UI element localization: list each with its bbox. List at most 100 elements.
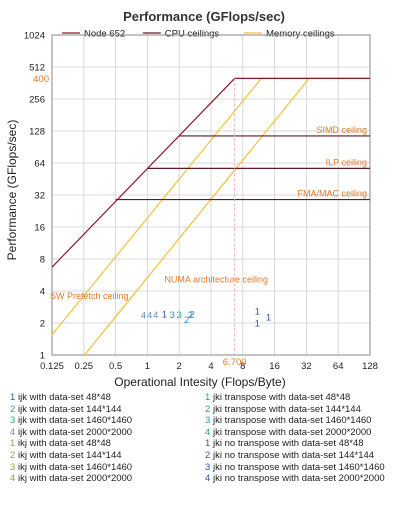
series-legend-label: ijk with data-set 144*144 (18, 403, 122, 415)
series-legend-label: ijk with data-set 1460*1460 (18, 415, 133, 427)
data-marker: 3 (177, 310, 182, 321)
series-legend-number: 3 (205, 461, 211, 473)
series-legend-label: jki no transpose with data-set 2000*2000 (213, 473, 385, 485)
series-legend-label: jki no transpose with data-set 48*48 (213, 438, 364, 450)
series-legend-column-jki: 1 jki transpose with data-set 48*48 2 jki t… (205, 392, 385, 485)
series-legend-label: jki transpose with data-set 144*144 (213, 403, 361, 415)
y-tick-label: 16 (34, 223, 45, 234)
roofline-chart: Performance (GFlops/sec) Node 652 CPU cei… (5, 9, 378, 389)
legend-entry: Memory ceilings (266, 29, 335, 40)
y-tick-label: 1024 (24, 31, 45, 42)
data-marker: 4 (147, 311, 152, 322)
series-legend-label: jki no transpose with data-set 144*144 (213, 449, 375, 461)
cpu-ceiling-label: SIMD ceiling (316, 125, 367, 135)
series-legend-label: ikj with data-set 48*48 (18, 438, 111, 450)
memory-ceiling-label: SW Prefetch ceiling (50, 291, 129, 301)
memory-ceiling-line (51, 78, 262, 336)
y-tick-label: 2 (40, 319, 45, 330)
data-marker: 4 (153, 310, 158, 321)
series-legend-item: 3 ikj with data-set 1460*1460 (10, 462, 132, 474)
series-legend-number: 3 (10, 415, 16, 427)
y-tick-label: 1 (40, 351, 45, 362)
series-legend-number: 2 (10, 449, 16, 461)
series-legend-number: 1 (205, 438, 211, 450)
x-tick-label: 32 (301, 361, 312, 372)
series-legend-number: 2 (205, 449, 211, 461)
series-legend-item: 3 ijk with data-set 1460*1460 (10, 415, 132, 427)
series-legend-label: ikj with data-set 1460*1460 (18, 461, 133, 473)
y-axis-label: Performance (GFlops/sec) (5, 120, 19, 261)
peak-value-label: 400 (33, 74, 49, 85)
series-legend-label: jki transpose with data-set 2000*2000 (213, 426, 372, 438)
memory-ceiling-line (84, 78, 310, 356)
plot-frame (51, 34, 371, 356)
series-legend-item: 1 jki transpose with data-set 48*48 (205, 392, 385, 404)
data-marker: 1 (266, 312, 271, 323)
legend-entry: CPU ceilings (165, 29, 220, 40)
memory-ceiling-label: NUMA architecture ceiling (164, 275, 268, 285)
series-legend-number: 1 (10, 392, 16, 403)
data-marker: 2 (189, 310, 194, 321)
ceiling-labels: 400 6.700 SIMD ceiling ILP ceiling FMA/MAC c… (33, 74, 367, 368)
series-legend-number: 2 (205, 403, 211, 415)
cpu-ceiling-label: FMA/MAC ceiling (297, 189, 367, 199)
data-marker: 2 (184, 315, 189, 326)
x-tick-label: 2 (177, 361, 182, 372)
series-legend-number: 4 (10, 473, 16, 485)
series-legend-number: 3 (205, 415, 211, 427)
y-tick-label: 128 (29, 127, 45, 138)
series-legend-item: 2 jki no transpose with data-set 144*144 (205, 450, 385, 462)
series-legend-label: ijk with data-set 2000*2000 (18, 426, 133, 438)
data-marker: 2 (188, 310, 193, 321)
y-tick-label: 8 (40, 255, 45, 266)
series-legend-item: 4 ijk with data-set 2000*2000 (10, 427, 132, 439)
y-tick-label: 512 (29, 63, 45, 74)
series-legend-item: 1 jki no transpose with data-set 48*48 (205, 438, 385, 450)
cpu-ceiling-label: ILP ceiling (326, 157, 367, 167)
data-marker: 1 (255, 307, 260, 318)
legend-entry: Node 652 (84, 29, 125, 40)
series-legend-item: 4 jki transpose with data-set 2000*2000 (205, 427, 385, 439)
series-legend-label: jki no transpose with data-set 1460*1460 (213, 461, 385, 473)
series-legend-number: 2 (10, 403, 16, 415)
series-legend-item: 3 jki no transpose with data-set 1460*146… (205, 462, 385, 474)
y-tick-label: 4 (40, 287, 45, 298)
data-marker: 1 (255, 319, 260, 330)
series-legend-item: 4 ikj with data-set 2000*2000 (10, 473, 132, 485)
series-legend-item: 3 jki transpose with data-set 1460*1460 (205, 415, 385, 427)
series-legend-number: 1 (10, 438, 16, 450)
series-legend-label: ijk with data-set 48*48 (18, 392, 111, 403)
y-tick-label: 32 (34, 191, 45, 202)
axis-ticks: 0.125 0.25 0.5 1 2 4 8 16 32 64 128124816326412825… (24, 31, 378, 373)
x-tick-label: 16 (269, 361, 280, 372)
series-legend-number: 1 (205, 392, 211, 403)
series-legend-item: 1 ijk with data-set 48*48 (10, 392, 132, 404)
x-tick-label: 4 (208, 361, 213, 372)
data-marker: 1 (162, 310, 167, 321)
series-legend-label: jki transpose with data-set 48*48 (213, 392, 351, 403)
roofline-lines (51, 77, 370, 356)
series-legend-item: 2 jki transpose with data-set 144*144 (205, 404, 385, 416)
x-tick-label: 0.125 (40, 361, 64, 372)
x-tick-label: 8 (240, 361, 245, 372)
y-tick-label: 64 (34, 159, 45, 170)
series-legend-item: 2 ikj with data-set 144*144 (10, 450, 132, 462)
data-marker: 3 (170, 310, 175, 321)
x-tick-label: 0.5 (109, 361, 122, 372)
series-legend-item: 1 ikj with data-set 48*48 (10, 438, 132, 450)
series-legend-item: 4 jki no transpose with data-set 2000*200… (205, 473, 385, 485)
series-legend-column-ijk-ikj: 1 ijk with data-set 48*48 2 ijk with data-s… (10, 392, 132, 485)
series-legend-number: 4 (205, 473, 211, 485)
series-legend-item: 2 ijk with data-set 144*144 (10, 404, 132, 416)
chart-legend: Node 652 CPU ceilings Memory ceilings (62, 29, 335, 40)
data-marker: 4 (141, 311, 146, 322)
x-tick-label: 128 (362, 361, 378, 372)
y-tick-label: 256 (29, 95, 45, 106)
ridge-value-label: 6.700 (223, 357, 247, 368)
series-legend-label: ikj with data-set 144*144 (18, 449, 122, 461)
x-tick-label: 1 (145, 361, 150, 372)
x-tick-label: 0.25 (75, 361, 94, 372)
x-tick-label: 64 (333, 361, 344, 372)
x-axis-label: Operational Intesity (Flops/Byte) (114, 375, 285, 389)
